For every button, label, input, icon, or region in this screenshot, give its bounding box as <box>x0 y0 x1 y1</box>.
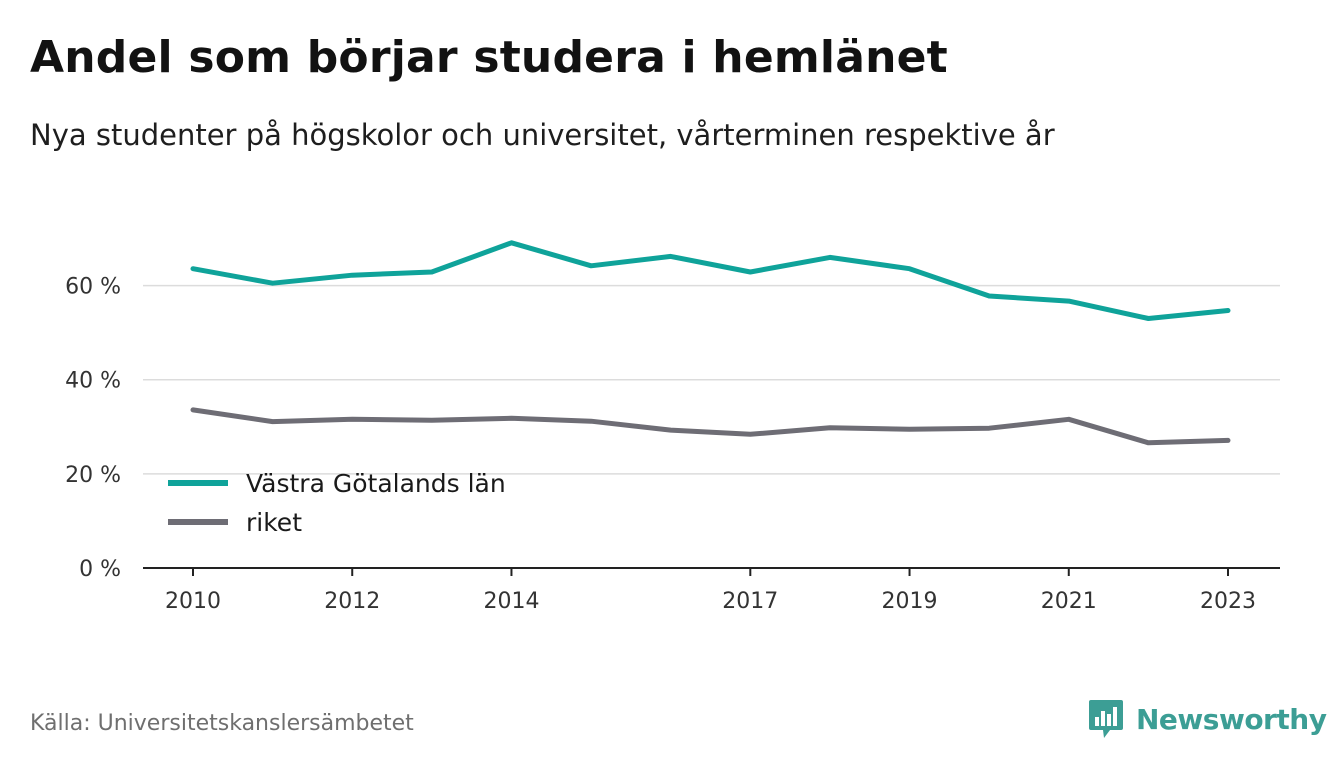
legend: Västra Götalands län riket <box>168 469 506 537</box>
x-tick-label: 2010 <box>165 589 221 614</box>
chart-subtitle: Nya studenter på högskolor och universit… <box>30 118 1055 152</box>
axes: 0 % 20 % 40 % 60 % 2010 2012 2014 2017 2019 2021 2… <box>65 275 1280 614</box>
line-chart: 0 % 20 % 40 % 60 % 2010 2012 2014 2017 2019 2021 2… <box>65 240 1280 614</box>
series-line-riket <box>190 407 1231 446</box>
x-tick-label: 2017 <box>722 589 778 614</box>
chart-title: Andel som börjar studera i hemlänet <box>30 32 948 83</box>
x-tick-label: 2023 <box>1200 589 1256 614</box>
x-tick-label: 2019 <box>882 589 938 614</box>
x-tick-label: 2014 <box>483 589 539 614</box>
y-tick-label: 60 % <box>65 275 121 300</box>
brand-name: Newsworthy <box>1136 702 1327 736</box>
y-tick-label: 40 % <box>65 369 121 394</box>
series-line-vastra-gotaland <box>190 240 1231 321</box>
grid-lines <box>143 284 1280 475</box>
x-tick-label: 2021 <box>1041 589 1097 614</box>
source-note: Källa: Universitetskanslersämbetet <box>30 711 414 736</box>
y-tick-label: 20 % <box>65 463 121 488</box>
series-lines <box>190 240 1231 446</box>
y-tick-label: 0 % <box>79 557 121 582</box>
newsworthy-logo-icon <box>1089 700 1123 738</box>
brand-logo[interactable]: Newsworthy <box>1088 698 1327 740</box>
legend-label-vastra-gotaland: Västra Götalands län <box>246 469 506 498</box>
x-tick-label: 2012 <box>324 589 380 614</box>
legend-label-riket: riket <box>246 508 302 537</box>
